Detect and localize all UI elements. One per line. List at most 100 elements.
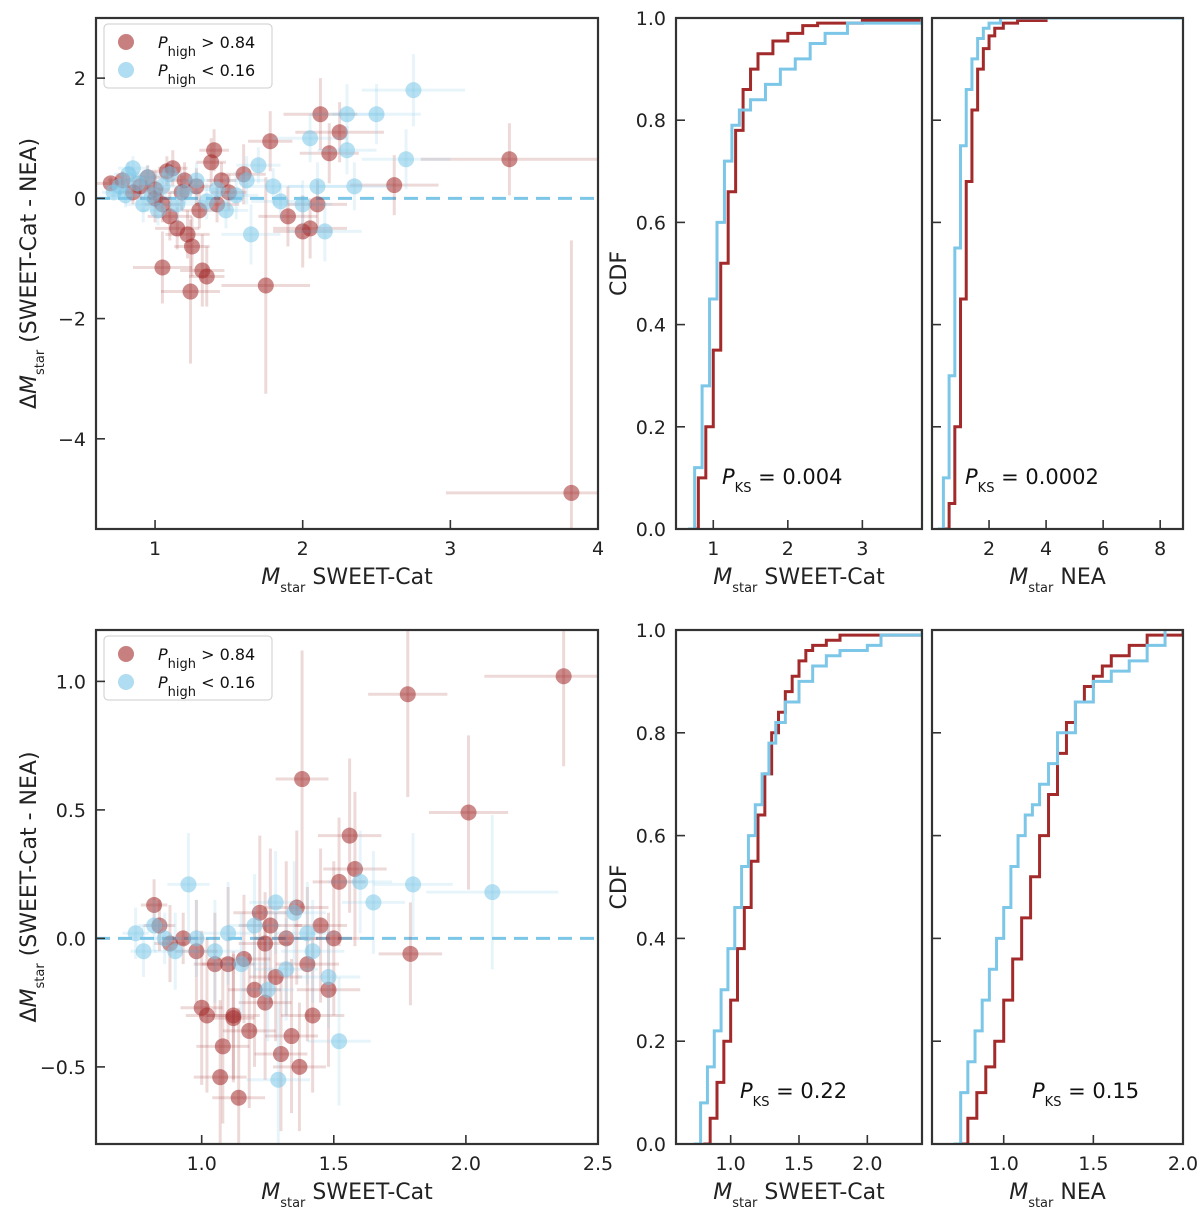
data-point <box>198 193 215 210</box>
x-tick-label: 1.5 <box>1078 1153 1108 1175</box>
x-tick-label: 4 <box>592 538 604 560</box>
data-point <box>331 873 348 890</box>
data-point <box>325 930 342 947</box>
data-point <box>220 925 237 942</box>
axes-frame <box>930 16 1185 531</box>
data-point <box>209 181 226 198</box>
x-tick-label: 1.5 <box>319 1153 349 1175</box>
y-tick-label: 0.2 <box>636 1031 666 1053</box>
data-point <box>331 124 348 141</box>
data-point <box>161 208 178 225</box>
data-point <box>167 943 184 960</box>
ks-annotation: PKS = 0.22 <box>740 1079 847 1110</box>
x-tick-label: 4 <box>1040 538 1052 560</box>
data-point <box>188 930 205 947</box>
data-point <box>175 930 192 947</box>
data-point <box>241 1022 258 1039</box>
data-point <box>154 178 171 195</box>
cdf-line-high <box>943 18 1183 529</box>
y-tick-label: 1.0 <box>636 8 666 30</box>
legend-marker-high <box>118 34 134 50</box>
y-axis-label: CDF <box>607 251 632 296</box>
x-tick-label: 1.0 <box>716 1153 746 1175</box>
data-point <box>286 904 303 921</box>
data-point <box>183 238 200 255</box>
data-point <box>262 133 279 150</box>
legend-marker-high <box>118 646 134 662</box>
top-cdf-sweet-plot-area <box>687 18 922 529</box>
data-point <box>309 178 326 195</box>
data-point <box>341 827 358 844</box>
data-point <box>339 106 355 123</box>
axes-frame <box>930 628 1185 1146</box>
data-point <box>117 187 134 204</box>
data-point <box>146 896 163 913</box>
cdf-line-high <box>703 630 922 1144</box>
data-point <box>135 943 152 960</box>
x-tick-label: 2 <box>297 538 309 560</box>
data-point <box>267 894 284 911</box>
data-point <box>278 961 295 978</box>
data-point <box>283 1028 300 1045</box>
data-point <box>398 151 415 168</box>
x-tick-label: 2.0 <box>451 1153 481 1175</box>
data-point <box>169 196 186 213</box>
data-point <box>405 876 422 893</box>
data-point <box>563 484 580 501</box>
y-tick-label: 1.0 <box>636 620 666 642</box>
y-tick-label: −4 <box>58 429 86 451</box>
data-point <box>212 1069 229 1086</box>
data-point <box>161 166 178 183</box>
cdf-line-low <box>953 630 1167 1144</box>
data-point <box>124 160 141 177</box>
axes-frame <box>94 628 600 1146</box>
data-point <box>312 917 329 934</box>
data-point <box>257 994 274 1011</box>
data-point <box>251 904 268 921</box>
data-point <box>320 968 337 985</box>
series-low <box>101 54 466 265</box>
data-point <box>246 917 263 934</box>
y-tick-label: 0.4 <box>636 315 666 337</box>
x-tick-label: 1.0 <box>989 1153 1019 1175</box>
data-point <box>179 226 196 243</box>
data-point <box>312 106 329 123</box>
data-point <box>399 686 416 703</box>
data-point <box>346 861 363 878</box>
cdf-line-low <box>687 18 922 529</box>
x-tick-label: 1 <box>149 538 161 560</box>
data-point <box>304 943 321 960</box>
data-point <box>203 154 220 171</box>
x-axis-label: Mstar SWEET-Cat <box>261 1180 433 1207</box>
data-point <box>272 193 289 210</box>
y-axis-label: ΔMstar (SWEET-Cat - NEA) <box>17 138 48 409</box>
data-point <box>270 1071 287 1088</box>
y-tick-label: −0.5 <box>40 1057 86 1079</box>
data-point <box>182 283 199 300</box>
ks-annotation: PKS = 0.004 <box>722 465 843 496</box>
bottom-scatter-plot-area <box>96 630 598 1144</box>
data-point <box>176 184 193 201</box>
data-point <box>265 178 282 195</box>
data-point <box>257 277 274 294</box>
y-tick-label: 1.0 <box>56 671 86 693</box>
data-point <box>206 943 223 960</box>
legend-label-high: Phigh > 0.84 <box>158 33 255 60</box>
data-point <box>156 930 173 947</box>
data-point <box>339 142 355 159</box>
top-cdf-nea-panel: PKS = 0.0002 2 4 6 8 Mstar NEA <box>930 16 1185 596</box>
data-point <box>460 804 477 821</box>
data-point <box>501 151 518 168</box>
data-point <box>144 187 161 204</box>
axes-frame <box>674 16 924 531</box>
x-tick-label: 2.0 <box>852 1153 882 1175</box>
data-point <box>346 178 363 195</box>
cdf-line-high <box>692 18 922 529</box>
cdf-line-low <box>693 630 922 1144</box>
data-point <box>304 1007 321 1024</box>
data-point <box>320 981 337 998</box>
data-point <box>262 917 279 934</box>
top-scatter-plot-area <box>96 54 598 529</box>
data-point <box>405 82 422 99</box>
